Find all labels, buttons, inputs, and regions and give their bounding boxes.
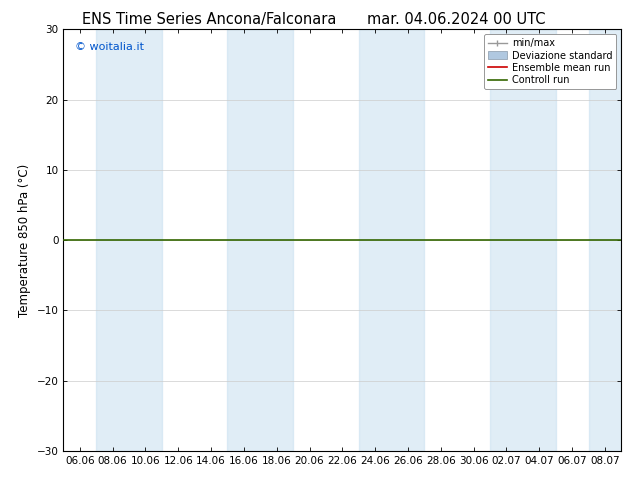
Text: mar. 04.06.2024 00 UTC: mar. 04.06.2024 00 UTC	[367, 12, 546, 27]
Bar	[96, 29, 162, 451]
Y-axis label: Temperature 850 hPa (°C): Temperature 850 hPa (°C)	[18, 164, 31, 317]
Text: ENS Time Series Ancona/Falconara: ENS Time Series Ancona/Falconara	[82, 12, 337, 27]
Bar	[228, 29, 293, 451]
Bar	[359, 29, 424, 451]
Bar	[490, 29, 555, 451]
Bar	[588, 29, 621, 451]
Legend: min/max, Deviazione standard, Ensemble mean run, Controll run: min/max, Deviazione standard, Ensemble m…	[484, 34, 616, 89]
Text: © woitalia.it: © woitalia.it	[75, 42, 143, 52]
